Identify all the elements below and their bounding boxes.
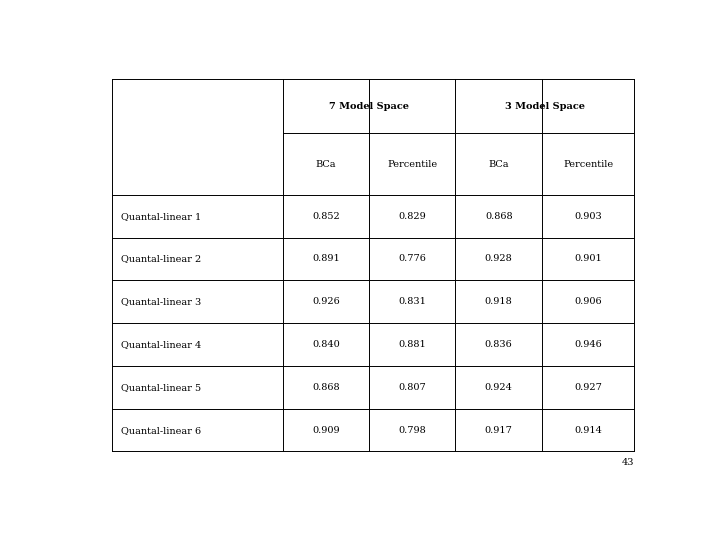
Text: Quantal-linear 6: Quantal-linear 6 xyxy=(121,426,201,435)
Text: Percentile: Percentile xyxy=(563,159,613,168)
Text: 0.926: 0.926 xyxy=(312,297,340,306)
Text: 0.914: 0.914 xyxy=(574,426,602,435)
Text: 0.831: 0.831 xyxy=(398,297,426,306)
Text: 0.946: 0.946 xyxy=(574,340,602,349)
Text: 0.829: 0.829 xyxy=(398,212,426,221)
Text: 0.891: 0.891 xyxy=(312,254,340,264)
Text: Quantal-linear 5: Quantal-linear 5 xyxy=(121,383,201,392)
Text: Percentile: Percentile xyxy=(387,159,437,168)
Text: 43: 43 xyxy=(621,458,634,467)
Text: 0.868: 0.868 xyxy=(485,212,513,221)
Text: 0.909: 0.909 xyxy=(312,426,340,435)
Text: 0.807: 0.807 xyxy=(398,383,426,392)
Text: BCa: BCa xyxy=(315,159,336,168)
Text: Quantal-linear 1: Quantal-linear 1 xyxy=(121,212,201,221)
Text: 0.852: 0.852 xyxy=(312,212,340,221)
Text: Quantal-linear 4: Quantal-linear 4 xyxy=(121,340,201,349)
Text: 0.836: 0.836 xyxy=(485,340,513,349)
Text: 7 Model Space: 7 Model Space xyxy=(329,102,409,111)
Text: 0.881: 0.881 xyxy=(398,340,426,349)
Text: 0.906: 0.906 xyxy=(575,297,602,306)
Text: 0.924: 0.924 xyxy=(485,383,513,392)
Text: 0.840: 0.840 xyxy=(312,340,340,349)
Text: BCa: BCa xyxy=(488,159,509,168)
Text: 0.798: 0.798 xyxy=(398,426,426,435)
Text: 0.917: 0.917 xyxy=(485,426,513,435)
Text: 0.928: 0.928 xyxy=(485,254,513,264)
Text: 0.927: 0.927 xyxy=(574,383,602,392)
Text: 0.918: 0.918 xyxy=(485,297,513,306)
Text: 3 Model Space: 3 Model Space xyxy=(505,102,585,111)
Text: 0.901: 0.901 xyxy=(574,254,602,264)
Text: 0.868: 0.868 xyxy=(312,383,340,392)
Text: 0.903: 0.903 xyxy=(574,212,602,221)
Text: 0.776: 0.776 xyxy=(398,254,426,264)
Text: Quantal-linear 2: Quantal-linear 2 xyxy=(121,254,201,264)
Text: Quantal-linear 3: Quantal-linear 3 xyxy=(121,297,201,306)
